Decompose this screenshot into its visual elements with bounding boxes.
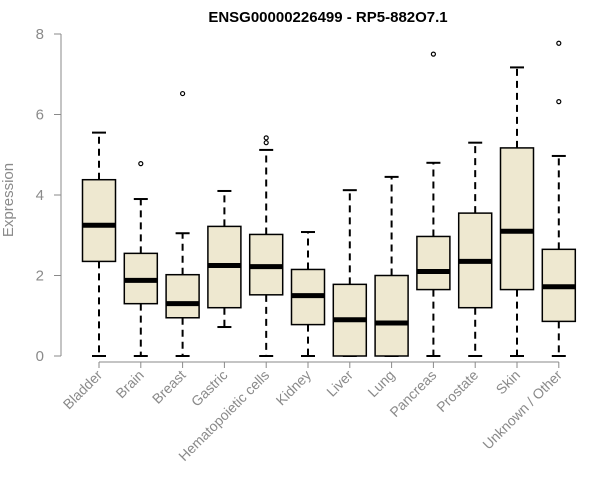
box-3 <box>165 90 200 357</box>
box-6 <box>290 231 326 357</box>
outlier-point <box>180 90 186 97</box>
box-12 <box>541 40 577 357</box>
y-axis-label: Expression <box>0 163 17 237</box>
iqr-box <box>374 274 409 357</box>
outlier-point <box>430 51 436 57</box>
chart-title: ENSG00000226499 - RP5-882O7.1 <box>208 9 447 26</box>
box-5 <box>248 135 284 357</box>
outlier-point <box>263 140 269 146</box>
y-tick-label: 2 <box>36 268 44 285</box>
x-tick-label: Lung <box>364 367 397 400</box>
outlier-point <box>138 161 144 167</box>
box-8 <box>374 175 409 357</box>
x-tick-label: Bladder <box>60 367 106 413</box>
x-tick-label: Skin <box>493 367 524 398</box>
box-11 <box>499 66 535 357</box>
iqr-box <box>165 273 200 319</box>
x-tick-label: Prostate <box>433 367 481 415</box>
box-9 <box>416 51 451 357</box>
boxes-group <box>81 40 577 357</box>
y-tick-label: 4 <box>36 187 44 204</box>
iqr-box <box>81 178 117 263</box>
box-7 <box>332 189 368 357</box>
iqr-box <box>499 147 535 291</box>
box-4 <box>207 189 242 329</box>
box-2 <box>123 161 159 357</box>
y-axis: 0 2 4 6 8 <box>36 26 62 365</box>
x-tick-label: Liver <box>323 367 356 400</box>
y-tick-label: 0 <box>36 348 44 365</box>
outlier-point <box>556 99 562 105</box>
y-tick-label: 6 <box>36 107 44 124</box>
x-tick-label: Breast <box>149 367 189 407</box>
outlier-point <box>556 40 562 46</box>
box-1 <box>81 131 117 357</box>
outlier-point <box>263 135 269 141</box>
box-10 <box>457 141 493 357</box>
iqr-box <box>416 235 451 291</box>
y-tick-label: 8 <box>36 26 44 43</box>
x-tick-label: Unknown / Other <box>479 367 565 453</box>
x-tick-label: Brain <box>112 367 146 401</box>
x-tick-label: Kidney <box>273 367 315 409</box>
